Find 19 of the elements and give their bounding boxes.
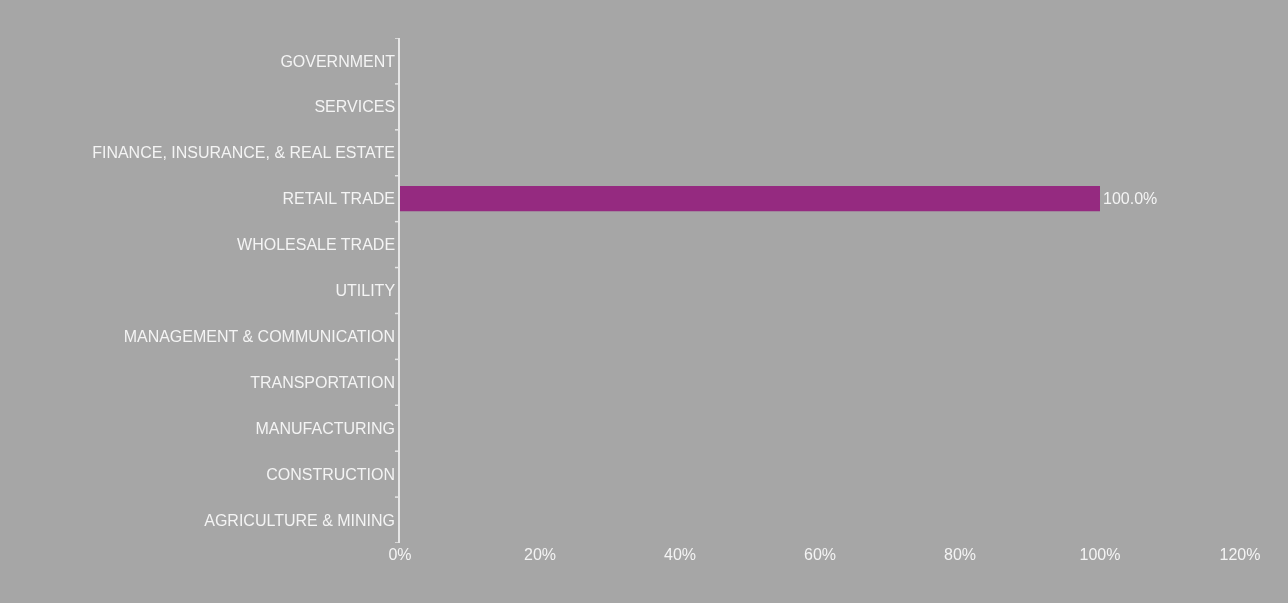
y-tick-label: WHOLESALE TRADE: [237, 236, 396, 254]
y-tick-label: CONSTRUCTION: [266, 465, 396, 483]
y-tick-label: GOVERNMENT: [280, 52, 396, 70]
data-label: 100.0%: [1103, 190, 1158, 208]
x-tick-label: 80%: [943, 546, 977, 563]
y-tick-label: SERVICES: [314, 98, 396, 116]
x-tick-label: 0%: [388, 546, 412, 563]
y-tick-label: MANUFACTURING: [255, 419, 396, 437]
x-tick-label: 40%: [663, 546, 697, 563]
y-tick-label: AGRICULTURE & MINING: [204, 511, 396, 529]
y-tick-label: UTILITY: [335, 282, 396, 300]
y-tick-label: RETAIL TRADE: [282, 190, 396, 208]
x-tick-label: 20%: [523, 546, 557, 563]
y-tick-label: TRANSPORTATION: [250, 373, 396, 391]
x-tick-label: 60%: [803, 546, 837, 563]
x-tick-label: 120%: [1219, 546, 1261, 563]
y-tick-label: FINANCE, INSURANCE, & REAL ESTATE: [92, 144, 396, 162]
x-tick-label: 100%: [1079, 546, 1121, 563]
y-tick-label: MANAGEMENT & COMMUNICATION: [123, 328, 396, 346]
